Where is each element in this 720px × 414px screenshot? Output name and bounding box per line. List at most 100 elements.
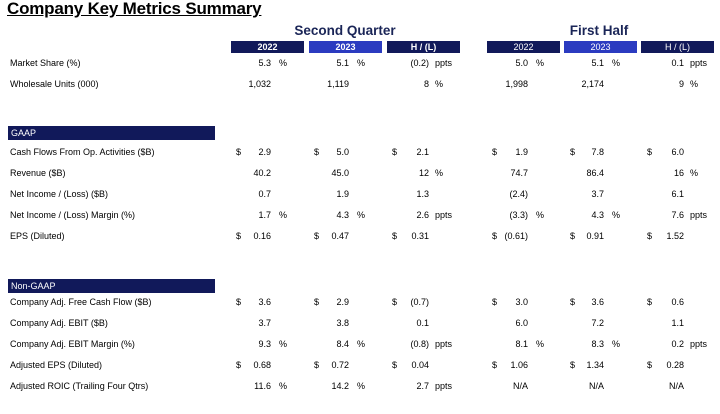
cell-value: 2.9 xyxy=(258,147,271,157)
cell-value: 6.0 xyxy=(515,318,528,328)
table-row: Net Income / (Loss) ($B) 0.7 1.9 1.3 (2.4) 3.… xyxy=(0,187,720,201)
currency-symbol: $ xyxy=(236,231,242,241)
cell-value: 1,998 xyxy=(505,79,528,89)
row-label: Revenue ($B) xyxy=(10,168,66,178)
cell-unit: % xyxy=(279,339,288,349)
cell-value: 2.1 xyxy=(416,147,429,157)
cell-unit: % xyxy=(612,210,621,220)
cell-value: 0.1 xyxy=(416,318,429,328)
cell-value: (0.2) xyxy=(410,58,429,68)
cell-unit: % xyxy=(279,58,288,68)
cell-value: 7.6 xyxy=(671,210,684,220)
cell-value: 3.8 xyxy=(336,318,349,328)
cell-unit: % xyxy=(357,210,366,220)
cell-value: 1.9 xyxy=(515,147,528,157)
cell-value: 40.2 xyxy=(253,168,271,178)
row-label: Adjusted ROIC (Trailing Four Qtrs) xyxy=(10,381,149,391)
cell-value: (0.7) xyxy=(410,297,429,307)
currency-symbol: $ xyxy=(570,147,576,157)
cell-value: 45.0 xyxy=(331,168,349,178)
row-label: EPS (Diluted) xyxy=(10,231,65,241)
cell-value: 74.7 xyxy=(510,168,528,178)
cell-unit: ppts xyxy=(690,210,708,220)
cell-unit: % xyxy=(536,339,545,349)
cell-value: 16 xyxy=(673,168,684,178)
table-row: Market Share (%) 5.3% 5.1% (0.2) ppts 5.0% 5.1… xyxy=(0,56,720,70)
currency-symbol: $ xyxy=(314,297,320,307)
cell-value: 9.3 xyxy=(258,339,271,349)
cell-value: 3.0 xyxy=(515,297,528,307)
cell-unit: % xyxy=(357,339,366,349)
cell-value: 86.4 xyxy=(586,168,604,178)
page-title: Company Key Metrics Summary xyxy=(7,0,262,18)
currency-symbol: $ xyxy=(492,297,498,307)
cell-unit: % xyxy=(612,339,621,349)
cell-unit: % xyxy=(536,210,545,220)
cell-value: 8.3 xyxy=(591,339,604,349)
cell-unit: % xyxy=(435,168,444,178)
cell-value: 7.8 xyxy=(591,147,604,157)
cell-value: 0.2 xyxy=(671,339,684,349)
cell-value: 5.1 xyxy=(591,58,604,68)
cell-value: 0.47 xyxy=(331,231,349,241)
cell-value: 1,119 xyxy=(327,79,349,89)
row-label: Cash Flows From Op. Activities ($B) xyxy=(10,147,155,157)
col-header-q2-hl: H / (L) xyxy=(387,41,460,53)
cell-value: 0.68 xyxy=(253,360,271,370)
row-label: Company Adj. Free Cash Flow ($B) xyxy=(10,297,152,307)
currency-symbol: $ xyxy=(236,297,242,307)
cell-value: 2.7 xyxy=(416,381,429,391)
cell-unit: % xyxy=(536,58,545,68)
cell-value: 5.1 xyxy=(336,58,349,68)
cell-value: 8.4 xyxy=(336,339,349,349)
cell-value: 2.6 xyxy=(416,210,429,220)
cell-value: 0.1 xyxy=(671,58,684,68)
cell-value: 8.1 xyxy=(515,339,528,349)
cell-value: N/A xyxy=(588,381,604,391)
row-label: Net Income / (Loss) Margin (%) xyxy=(10,210,136,220)
cell-value: 1.52 xyxy=(666,231,684,241)
cell-value: 0.72 xyxy=(331,360,349,370)
cell-value: 3.6 xyxy=(258,297,271,307)
table-row: Wholesale Units (000) 1,032 1,119 8% 1,998 2,… xyxy=(0,77,720,91)
row-label: Company Adj. EBIT ($B) xyxy=(10,318,108,328)
table-row: Revenue ($B) 40.2 45.0 12% 74.7 86.4 16% xyxy=(0,166,720,180)
cell-unit: ppts xyxy=(690,58,708,68)
row-label: Adjusted EPS (Diluted) xyxy=(10,360,103,370)
table-row: EPS (Diluted) $0.16 $0.47 $0.31 $ (0.61) $0.91… xyxy=(0,229,720,243)
currency-symbol: $ xyxy=(314,147,320,157)
cell-value: 7.2 xyxy=(591,318,604,328)
currency-symbol: $ xyxy=(647,297,653,307)
cell-value: N/A xyxy=(668,381,684,391)
cell-value: 3.6 xyxy=(591,297,604,307)
cell-value: 6.1 xyxy=(671,189,684,199)
table-row: Cash Flows From Op. Activities ($B) $2.9 $… xyxy=(0,145,720,159)
cell-value: 1.1 xyxy=(671,318,684,328)
cell-value: 0.7 xyxy=(258,189,271,199)
cell-value: (0.8) xyxy=(410,339,429,349)
col-header-h1-2022: 2022 xyxy=(487,41,560,53)
table-row: Adjusted EPS (Diluted) $0.68 $0.72 $0.04 $1.… xyxy=(0,358,720,372)
currency-symbol: $ xyxy=(236,147,242,157)
table-row: Adjusted ROIC (Trailing Four Qtrs) 11.6% 1… xyxy=(0,379,720,393)
cell-value: 1,032 xyxy=(248,79,271,89)
cell-unit: % xyxy=(690,168,699,178)
cell-value: 0.28 xyxy=(666,360,684,370)
currency-symbol: $ xyxy=(236,360,242,370)
cell-value: 11.6 xyxy=(254,381,271,391)
currency-symbol: $ xyxy=(392,147,398,157)
cell-unit: % xyxy=(435,79,444,89)
cell-unit: % xyxy=(357,381,366,391)
col-header-h1-hl: H / (L) xyxy=(641,41,714,53)
currency-symbol: $ xyxy=(570,360,576,370)
currency-symbol: $ xyxy=(647,231,653,241)
cell-value: 5.3 xyxy=(258,58,271,68)
section-header-non-gaap: Non-GAAP xyxy=(8,279,215,293)
cell-value: 0.6 xyxy=(671,297,684,307)
cell-unit: ppts xyxy=(690,339,708,349)
section-header-gaap: GAAP xyxy=(8,126,215,140)
cell-unit: ppts xyxy=(435,58,453,68)
cell-unit: % xyxy=(357,58,366,68)
cell-value: N/A xyxy=(512,381,528,391)
cell-value: (0.61) xyxy=(504,231,528,241)
